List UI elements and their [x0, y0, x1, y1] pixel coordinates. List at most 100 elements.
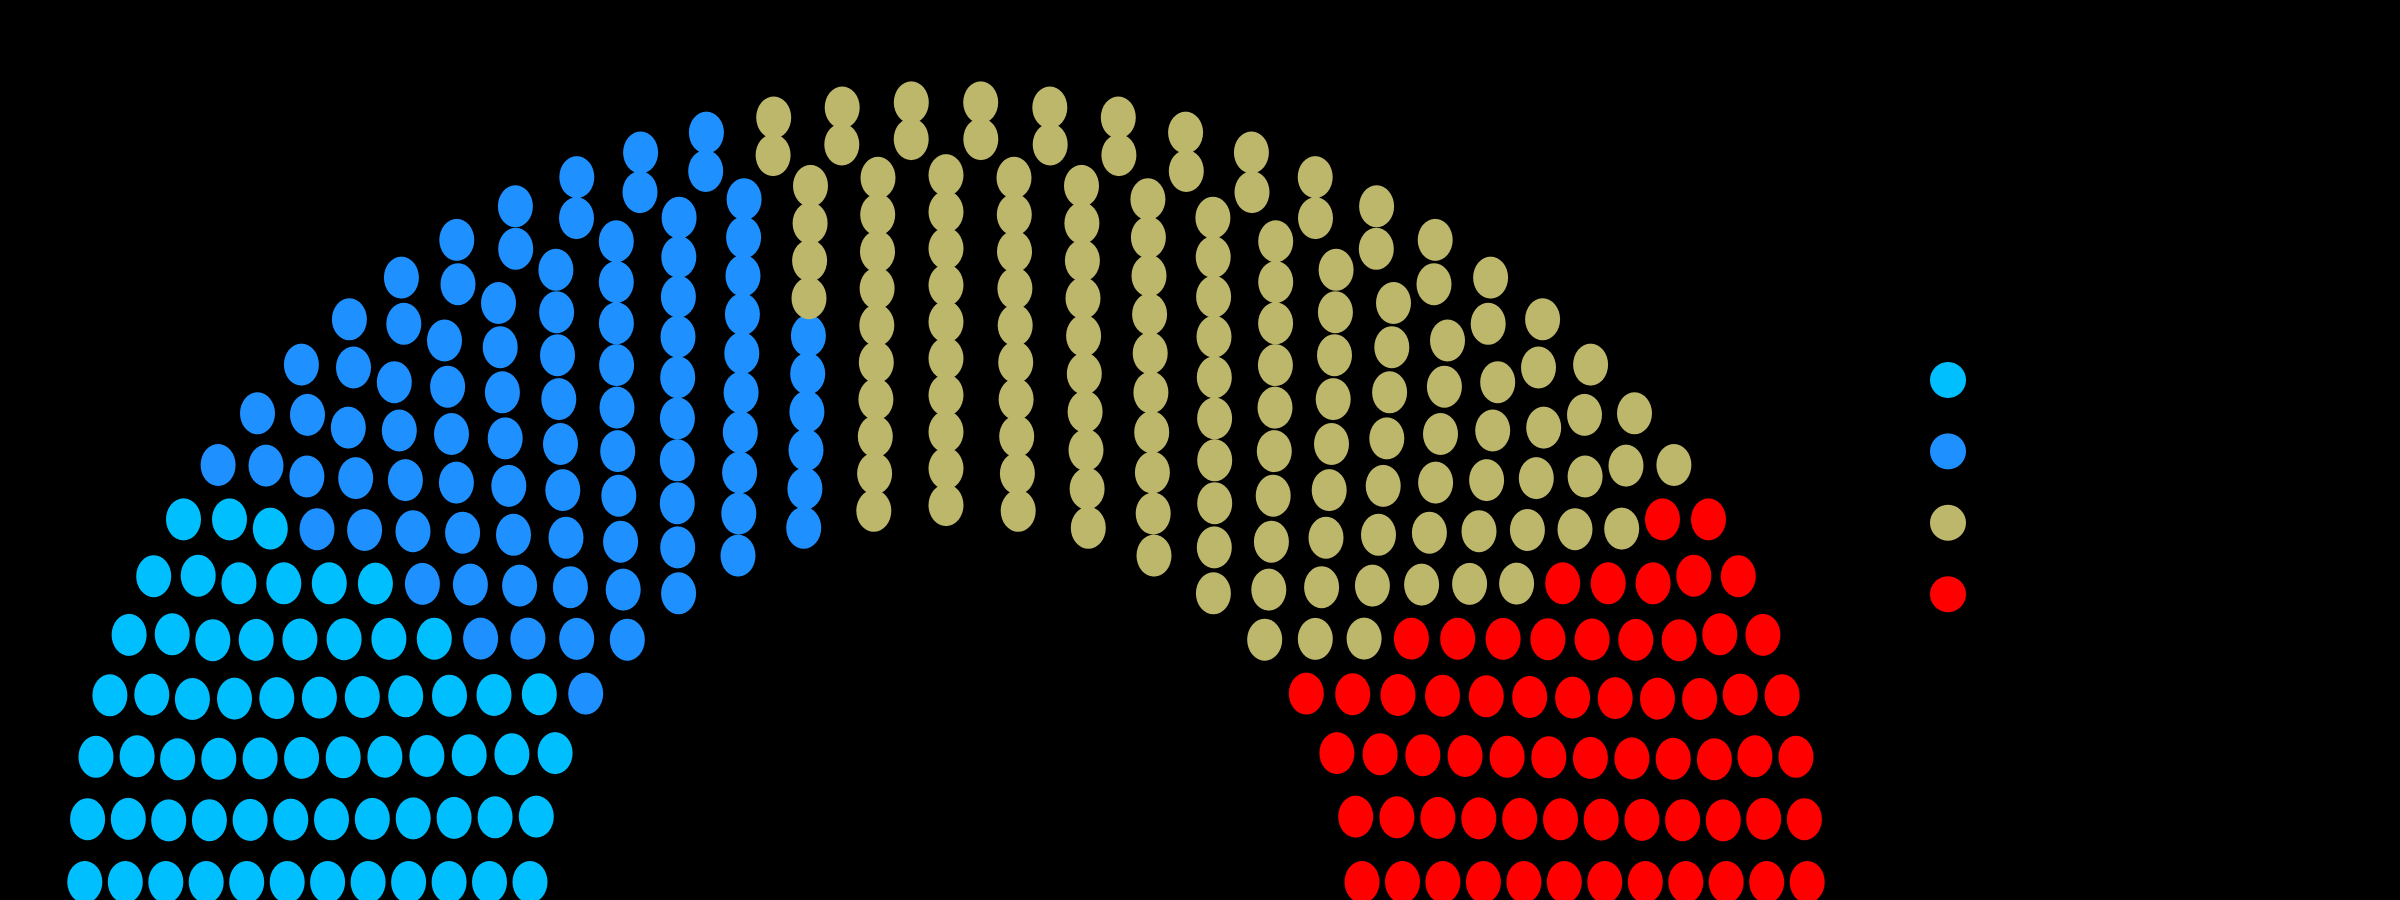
seat-dot-party-red	[1502, 797, 1538, 840]
seat-dot-party-khaki	[793, 164, 828, 207]
seat-dot-party-red	[1705, 799, 1741, 842]
seat-dot-party-khaki	[1130, 178, 1166, 221]
seat-dot-party-khaki	[1257, 386, 1293, 429]
seat-dot-party-blue	[788, 429, 824, 471]
seat-dot-party-khaki	[1255, 474, 1291, 517]
seat-dot-party-blue	[600, 430, 636, 473]
seat-dot-party-khaki	[1064, 164, 1099, 207]
seat-dot-party-red	[1627, 861, 1663, 900]
seat-dot-party-blue	[289, 455, 325, 498]
seat-dot-party-blue	[724, 332, 760, 375]
seat-dot-party-blue	[541, 378, 577, 421]
seat-dot-party-cyan	[314, 798, 349, 841]
seat-dot-party-cyan	[311, 562, 347, 605]
seat-dot-party-khaki	[1361, 513, 1396, 556]
seat-dot-party-khaki	[963, 118, 999, 161]
seat-dot-party-blue	[540, 334, 575, 377]
seat-dot-party-blue	[496, 513, 531, 556]
seat-dot-party-blue	[789, 390, 825, 433]
seat-dot-party-blue	[497, 185, 533, 228]
seat-dot-party-cyan	[284, 736, 320, 779]
seat-dot-party-cyan	[391, 861, 427, 900]
seat-dot-party-khaki	[1197, 439, 1233, 482]
seat-dot-party-red	[1789, 861, 1825, 900]
seat-dot-party-blue	[283, 343, 319, 386]
seat-dot-party-khaki	[1518, 457, 1554, 500]
seat-dot-party-blue	[299, 508, 335, 551]
seat-dot-party-blue	[439, 218, 475, 261]
seat-dot-party-khaki	[1134, 451, 1170, 494]
seat-dot-party-khaki	[1066, 352, 1102, 395]
seat-dot-party-blue	[559, 197, 594, 240]
seat-dot-party-red	[1572, 736, 1608, 779]
seat-dot-party-red	[1319, 732, 1355, 775]
seat-dot-party-blue	[599, 344, 635, 387]
seat-dot-party-red	[1468, 675, 1504, 718]
seat-dot-party-khaki	[1417, 218, 1453, 261]
seat-dot-party-red	[1764, 674, 1800, 717]
seat-dot-party-cyan	[232, 798, 268, 841]
seat-dot-party-cyan	[67, 861, 103, 900]
seat-dot-party-red	[1405, 734, 1441, 777]
seat-dot-party-khaki	[1196, 275, 1232, 318]
seat-dot-party-cyan	[357, 562, 393, 605]
seat-dot-party-khaki	[1369, 417, 1405, 460]
seat-dot-party-blue	[787, 467, 823, 510]
seat-dot-party-khaki	[1136, 534, 1172, 577]
seat-dot-party-red	[1640, 677, 1675, 720]
seat-dot-party-khaki	[1452, 562, 1488, 605]
seat-dot-party-khaki	[824, 86, 860, 129]
seat-dot-party-khaki	[1418, 461, 1454, 504]
seat-dot-party-red	[1288, 672, 1324, 715]
seat-dot-party-blue	[482, 326, 518, 369]
seat-dot-party-blue	[661, 196, 697, 239]
seat-dot-party-red	[1618, 618, 1654, 661]
seat-dot-party-khaki	[1557, 508, 1593, 551]
seat-dot-party-khaki	[928, 264, 964, 307]
seat-dot-party-khaki	[1131, 254, 1167, 297]
seat-dot-party-cyan	[166, 498, 201, 541]
seat-dot-party-blue	[659, 482, 695, 525]
seat-dot-party-blue	[463, 617, 499, 660]
seat-dot-party-blue	[438, 461, 474, 504]
seat-dot-party-khaki	[1258, 302, 1294, 345]
seat-dot-party-blue	[440, 263, 476, 306]
seat-dot-party-khaki	[1253, 520, 1289, 563]
seat-dot-party-khaki	[1376, 282, 1411, 324]
seat-dot-party-khaki	[1196, 356, 1232, 399]
seat-dot-party-cyan	[107, 861, 143, 900]
seat-dot-party-blue	[381, 409, 417, 452]
seat-dot-party-khaki	[1070, 506, 1106, 549]
seat-dot-party-khaki	[1426, 365, 1462, 408]
seat-dot-party-blue	[543, 423, 578, 465]
seat-dot-party-blue	[538, 248, 574, 291]
seat-dot-party-khaki	[1526, 406, 1562, 449]
seat-dot-party-cyan	[252, 507, 288, 550]
seat-dot-party-khaki	[1197, 397, 1233, 440]
seat-dot-party-blue	[434, 413, 469, 455]
seat-dot-party-cyan	[212, 498, 247, 541]
seat-dot-party-khaki	[1423, 413, 1458, 455]
seat-dot-party-blue	[427, 319, 462, 362]
seat-dot-party-blue	[290, 393, 325, 436]
seat-dot-party-cyan	[110, 797, 146, 840]
seat-dot-party-khaki	[928, 374, 964, 417]
seat-dot-party-red	[1530, 618, 1566, 661]
seat-dot-party-khaki	[1247, 618, 1283, 661]
seat-dot-party-blue	[726, 216, 762, 259]
seat-dot-party-cyan	[136, 555, 172, 598]
legend-marker-red	[1930, 576, 1966, 613]
seat-dot-party-khaki	[792, 202, 828, 245]
seat-dot-party-khaki	[1032, 123, 1068, 166]
seat-dot-party-khaki	[1499, 562, 1535, 605]
seat-dot-party-khaki	[928, 227, 964, 270]
seat-dot-party-khaki	[792, 239, 828, 282]
seat-dot-party-blue	[347, 509, 383, 551]
seat-dot-party-khaki	[1196, 315, 1232, 358]
seat-dot-party-khaki	[1068, 429, 1104, 471]
seat-dot-party-red	[1555, 676, 1591, 719]
seat-dot-party-khaki	[996, 156, 1032, 199]
seat-dot-party-khaki	[1358, 227, 1394, 270]
seat-dot-party-cyan	[371, 617, 407, 660]
seat-dot-party-blue	[545, 469, 581, 512]
